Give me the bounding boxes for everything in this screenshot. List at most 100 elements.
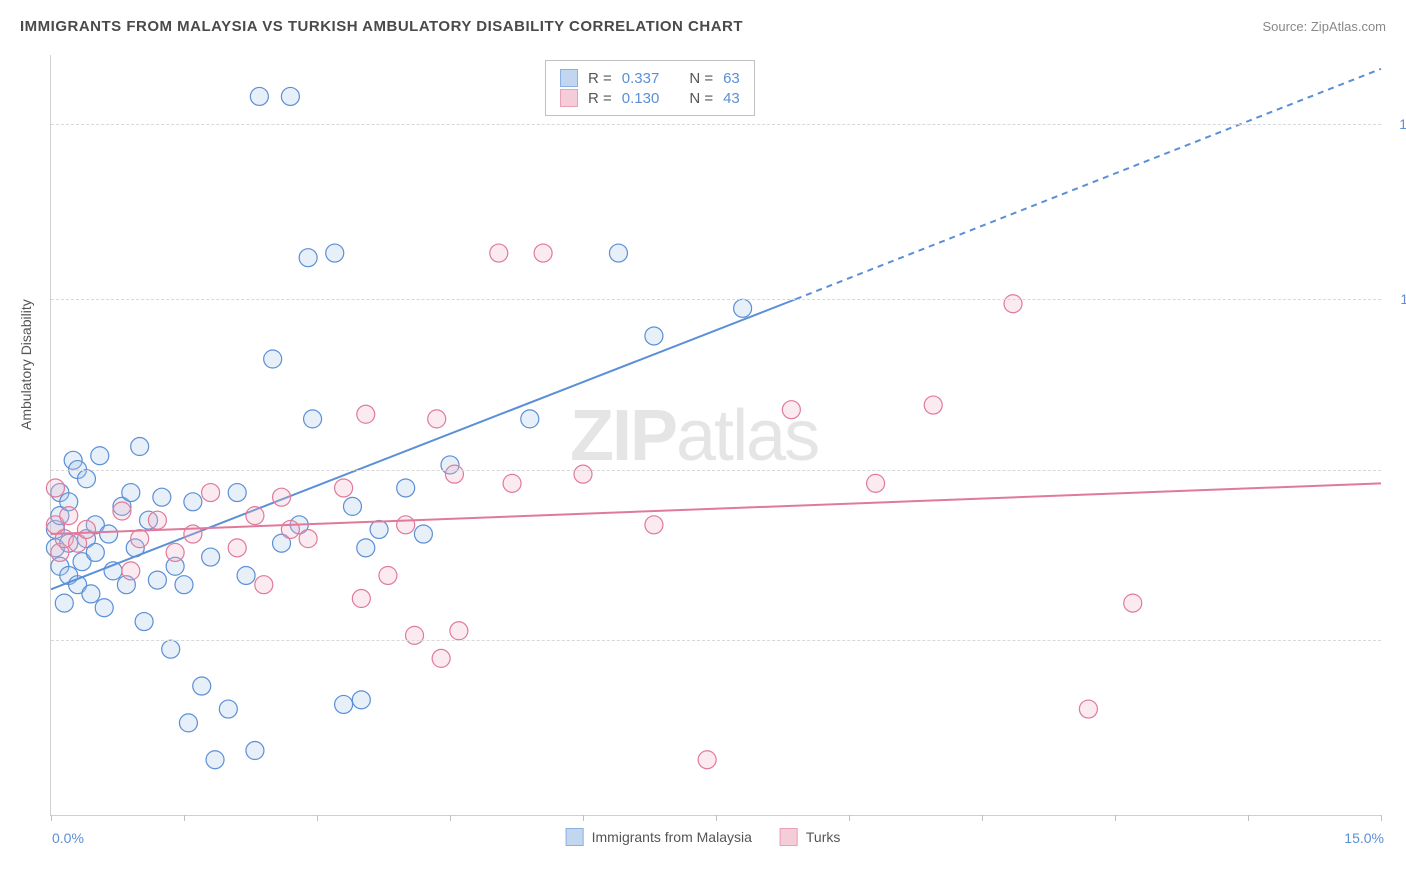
data-point-malaysia [326,244,344,262]
chart-title: IMMIGRANTS FROM MALAYSIA VS TURKISH AMBU… [20,18,743,35]
data-point-malaysia [148,571,166,589]
x-tick [1248,815,1249,821]
data-point-turks [228,539,246,557]
x-axis-min-label: 0.0% [52,830,84,846]
data-point-turks [113,502,131,520]
data-point-malaysia [131,438,149,456]
watermark: ZIPatlas [570,395,818,477]
x-tick [583,815,584,821]
y-tick-label: 3.8% [1389,632,1406,648]
data-point-turks [60,507,78,525]
data-point-malaysia [95,599,113,617]
data-point-malaysia [414,525,432,543]
r-value: 0.337 [622,70,660,87]
x-tick [317,815,318,821]
legend-label: Immigrants from Malaysia [592,829,752,845]
data-point-malaysia [122,484,140,502]
grid-line [51,299,1381,300]
data-point-turks [867,474,885,492]
x-tick [1381,815,1382,821]
data-point-turks [698,751,716,769]
data-point-malaysia [77,470,95,488]
data-point-turks [131,530,149,548]
data-point-turks [450,622,468,640]
data-point-malaysia [299,249,317,267]
data-point-turks [246,507,264,525]
data-point-malaysia [237,566,255,584]
n-value: 63 [723,70,740,87]
legend-item-turks: Turks [780,828,840,846]
legend-swatch-icon [560,69,578,87]
data-point-malaysia [55,594,73,612]
legend-label: Turks [806,829,840,845]
source-label: Source: ZipAtlas.com [1262,19,1386,34]
data-point-malaysia [734,299,752,317]
data-point-turks [46,479,64,497]
data-point-malaysia [397,479,415,497]
data-point-malaysia [206,751,224,769]
data-point-turks [122,562,140,580]
data-point-malaysia [521,410,539,428]
data-point-turks [335,479,353,497]
data-point-malaysia [86,543,104,561]
data-point-malaysia [335,695,353,713]
data-point-malaysia [304,410,322,428]
data-point-turks [299,530,317,548]
data-point-malaysia [228,484,246,502]
grid-line [51,640,1381,641]
data-point-malaysia [219,700,237,718]
legend-swatch-icon [566,828,584,846]
correlation-legend: R =0.337N =63R =0.130N =43 [545,60,755,116]
data-point-turks [445,465,463,483]
y-tick-label: 7.5% [1389,462,1406,478]
data-point-turks [534,244,552,262]
data-point-turks [255,576,273,594]
data-point-malaysia [357,539,375,557]
y-tick-label: 15.0% [1389,116,1406,132]
data-point-turks [352,590,370,608]
x-axis-max-label: 15.0% [1344,830,1384,846]
data-point-malaysia [162,640,180,658]
data-point-malaysia [100,525,118,543]
x-tick [849,815,850,821]
data-point-turks [406,626,424,644]
data-point-malaysia [609,244,627,262]
data-point-turks [1079,700,1097,718]
data-point-malaysia [202,548,220,566]
data-point-malaysia [250,87,268,105]
data-point-turks [202,484,220,502]
data-point-malaysia [343,497,361,515]
data-point-malaysia [281,87,299,105]
data-point-turks [428,410,446,428]
x-tick [51,815,52,821]
x-tick [450,815,451,821]
grid-line [51,124,1381,125]
data-point-malaysia [82,585,100,603]
n-value: 43 [723,90,740,107]
data-point-turks [357,405,375,423]
x-tick [982,815,983,821]
data-point-turks [924,396,942,414]
data-point-malaysia [175,576,193,594]
data-point-turks [273,488,291,506]
data-point-malaysia [246,742,264,760]
data-point-malaysia [645,327,663,345]
data-point-malaysia [352,691,370,709]
data-point-turks [432,649,450,667]
data-point-turks [645,516,663,534]
data-point-malaysia [264,350,282,368]
y-tick-label: 11.2% [1389,291,1406,307]
r-label: R = [588,70,612,87]
data-point-turks [148,511,166,529]
r-legend-row-malaysia: R =0.337N =63 [560,69,740,87]
data-point-turks [1004,295,1022,313]
data-point-turks [490,244,508,262]
data-point-malaysia [193,677,211,695]
data-point-malaysia [370,520,388,538]
data-point-turks [503,474,521,492]
data-point-malaysia [91,447,109,465]
legend-swatch-icon [560,89,578,107]
data-point-turks [397,516,415,534]
data-point-malaysia [153,488,171,506]
legend-item-malaysia: Immigrants from Malaysia [566,828,752,846]
